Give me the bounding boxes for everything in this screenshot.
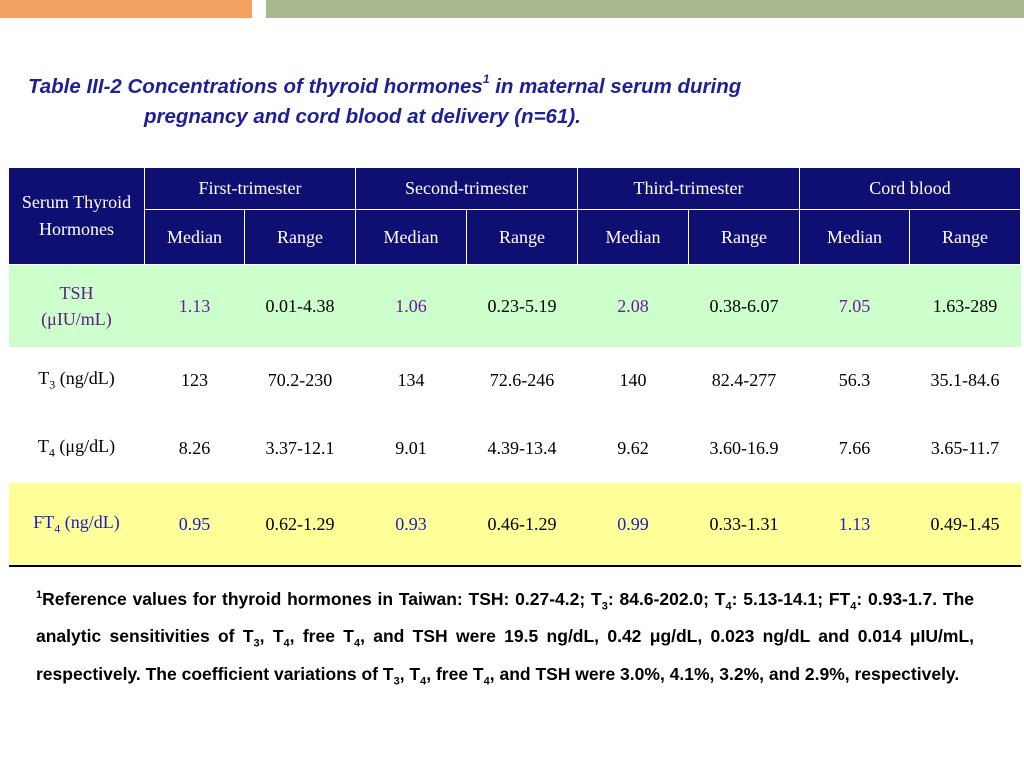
row-label-unit: (ng/dL): [55, 367, 115, 388]
row-label-name: TSH: [59, 283, 94, 303]
header-row-groups: Serum Thyroid Hormones First-trimester S…: [8, 167, 1022, 265]
title-footnote-mark: 1: [482, 72, 490, 86]
top-orange-bar: [0, 0, 252, 18]
table-row: FT4 (ng/dL) 0.95 0.62-1.29 0.93 0.46-1.2…: [8, 483, 1021, 567]
cell-range: 0.49-1.45: [909, 483, 1021, 567]
row-label-unit: (μIU/mL): [41, 309, 112, 329]
cell-median: 1.13: [144, 264, 245, 347]
row-label-sub: 3: [49, 377, 56, 392]
footnote-sub: 4: [353, 637, 361, 650]
cell-range: 0.38-6.07: [688, 264, 800, 347]
cell-range: 82.4-277: [711, 369, 777, 390]
footnote-text: : 5.13-14.1; FT: [731, 588, 851, 609]
row-label-sub: 4: [54, 521, 61, 536]
cell-range: 3.37-12.1: [265, 437, 335, 458]
footnote-text: : 0.93-1.7. The analytic sensitivities o…: [36, 588, 974, 647]
header-group-first: First-trimester: [143, 167, 357, 210]
row-label-name: FT: [33, 511, 55, 532]
cell-median: 7.05: [799, 264, 910, 347]
row-label-t4: T4 (μg/dL): [9, 413, 145, 483]
cell-median: 7.66: [838, 437, 871, 458]
title-line2: pregnancy and cord blood at delivery (n=…: [144, 104, 581, 128]
footnote-text: , free T: [426, 663, 484, 684]
header-row-sub: Median Range Median Range Median Range M…: [9, 209, 1022, 265]
row-label-tsh: TSH (μIU/mL): [8, 264, 145, 347]
cell-range: 4.39-13.4: [487, 437, 557, 458]
cell-range: 3.65-11.7: [930, 437, 1000, 458]
footnote: 1Reference values for thyroid hormones i…: [36, 580, 974, 696]
title-line1: Table III-2 Concentrations of thyroid ho…: [28, 74, 483, 98]
cell-median: 0.99: [577, 483, 689, 567]
cell-range: 3.60-16.9: [709, 437, 779, 458]
header-sub-median: Median: [799, 209, 911, 265]
header-sub-median: Median: [144, 209, 245, 265]
row-label-ft4: FT4 (ng/dL): [8, 483, 145, 567]
row-label-t3: T3 (ng/dL): [9, 347, 145, 413]
footnote-text: , and TSH were 19.5 ng/dL, 0.42 μg/dL, 0…: [36, 626, 974, 684]
row-label-name: T: [38, 367, 50, 388]
header-row-label: Serum Thyroid Hormones: [8, 167, 145, 265]
header-group-cord: Cord blood: [799, 167, 1022, 210]
table-title: Table III-2 Concentrations of thyroid ho…: [28, 66, 988, 132]
header-sub-range: Range: [909, 209, 1022, 265]
cell-median: 9.01: [395, 437, 427, 458]
header-sub-range: Range: [243, 209, 357, 265]
cell-range: 0.33-1.31: [688, 483, 800, 567]
cell-median: 140: [619, 369, 647, 390]
row-label-unit: (ng/dL): [60, 511, 120, 532]
header-sub-median: Median: [577, 209, 690, 265]
footnote-sub: 3: [393, 675, 400, 688]
cell-median: 9.62: [617, 437, 649, 458]
cell-range: 35.1-84.6: [930, 369, 1000, 390]
header-sub-median: Median: [355, 209, 468, 265]
cell-median: 2.08: [577, 264, 689, 347]
footnote-text: , and TSH were 3.0%, 4.1%, 3.2%, and 2.9…: [489, 663, 960, 684]
header-group-second: Second-trimester: [355, 167, 579, 210]
table-row: T3 (ng/dL) 123 70.2-230 134 72.6-246 140…: [9, 347, 1021, 413]
cell-median: 1.06: [355, 264, 467, 347]
row-label-name: T: [37, 435, 49, 456]
cell-median: 1.13: [799, 483, 910, 567]
cell-median: 123: [181, 369, 208, 390]
cell-range: 72.6-246: [489, 369, 555, 390]
footnote-text: Reference values for thyroid hormones in…: [42, 588, 602, 609]
title-line1-tail: in maternal serum during: [489, 74, 742, 98]
footnote-text: : 84.6-202.0; T: [607, 588, 726, 609]
table-row: TSH (μIU/mL) 1.13 0.01-4.38 1.06 0.23-5.1…: [8, 264, 1021, 347]
table-row: T4 (μg/dL) 8.26 3.37-12.1 9.01 4.39-13.4…: [9, 413, 1021, 483]
footnote-text: , free T: [289, 626, 354, 647]
footnote-sub: 3: [253, 637, 260, 650]
cell-range: 0.46-1.29: [466, 483, 578, 567]
cell-range: 0.23-5.19: [466, 264, 578, 347]
cell-median: 0.95: [144, 483, 245, 567]
footnote-sub: 4: [483, 675, 490, 688]
footnote-sub: 4: [850, 600, 857, 613]
row-label-sub: 4: [48, 445, 55, 460]
footnote-sub: 4: [725, 600, 732, 613]
cell-median: 134: [397, 369, 425, 390]
footnote-text: , T: [399, 663, 421, 684]
header-sub-range: Range: [466, 209, 579, 265]
cell-median: 0.93: [355, 483, 467, 567]
row-label-unit: (μg/dL): [54, 435, 116, 456]
cell-range: 0.01-4.38: [244, 264, 356, 347]
top-green-bar: [266, 0, 1024, 18]
cell-median: 56.3: [838, 369, 871, 390]
footnote-mark: 1: [36, 589, 43, 601]
footnote-text: , T: [259, 626, 284, 647]
footnote-sub: 4: [420, 675, 427, 688]
footnote-sub: 3: [601, 600, 608, 613]
cell-range: 1.63-289: [909, 264, 1021, 347]
header-sub-range: Range: [688, 209, 801, 265]
header-group-third: Third-trimester: [577, 167, 801, 210]
footnote-sub: 4: [283, 637, 290, 650]
hormone-table: Serum Thyroid Hormones First-trimester S…: [8, 167, 1022, 567]
cell-median: 8.26: [178, 437, 211, 458]
cell-range: 70.2-230: [267, 369, 333, 390]
cell-range: 0.62-1.29: [244, 483, 356, 567]
